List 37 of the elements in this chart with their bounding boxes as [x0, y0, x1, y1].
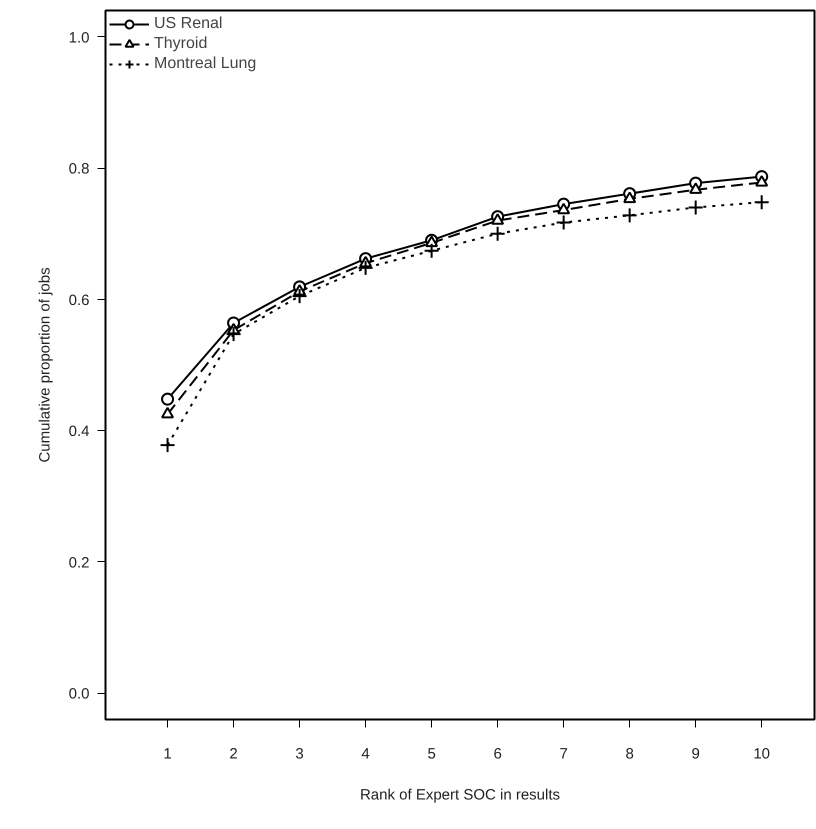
y-tick-label: 0.0 — [68, 686, 90, 703]
y-tick-label: 1.0 — [68, 29, 90, 46]
legend-label: Thyroid — [154, 35, 208, 53]
legend-label: Montreal Lung — [154, 55, 256, 73]
point — [358, 260, 374, 276]
point — [491, 213, 504, 225]
point — [292, 288, 308, 304]
x-tick-label: 5 — [427, 746, 436, 762]
point — [160, 437, 176, 454]
point — [689, 182, 702, 194]
x-tick-label: 3 — [295, 746, 304, 762]
point — [556, 214, 572, 231]
point — [623, 192, 636, 204]
x-tick-label: 6 — [493, 746, 502, 762]
x-tick-label: 8 — [625, 746, 634, 762]
x-tick-label: 1 — [163, 746, 172, 762]
point — [754, 194, 770, 210]
x-tick-label: 4 — [361, 746, 370, 762]
y-tick-label: 0.4 — [68, 423, 90, 440]
y-axis-title: Cumulative proportion of jobs — [36, 267, 54, 463]
y-tick-label: 0.8 — [68, 160, 90, 178]
point — [755, 175, 768, 187]
point — [622, 207, 638, 224]
x-tick-label: 2 — [229, 746, 238, 762]
legend-label: US Renal — [154, 15, 222, 33]
x-tick-label: 7 — [559, 746, 568, 762]
point — [226, 326, 242, 342]
point — [490, 226, 506, 242]
y-tick-label: 0.2 — [68, 554, 90, 572]
point — [161, 392, 174, 406]
x-axis-title: Rank of Expert SOC in results — [360, 786, 560, 804]
x-tick-label: 9 — [692, 746, 700, 762]
y-tick-label: 0.6 — [68, 292, 90, 309]
point — [424, 242, 440, 259]
point — [557, 202, 570, 214]
point — [688, 199, 704, 216]
x-tick-label: 10 — [753, 746, 770, 762]
